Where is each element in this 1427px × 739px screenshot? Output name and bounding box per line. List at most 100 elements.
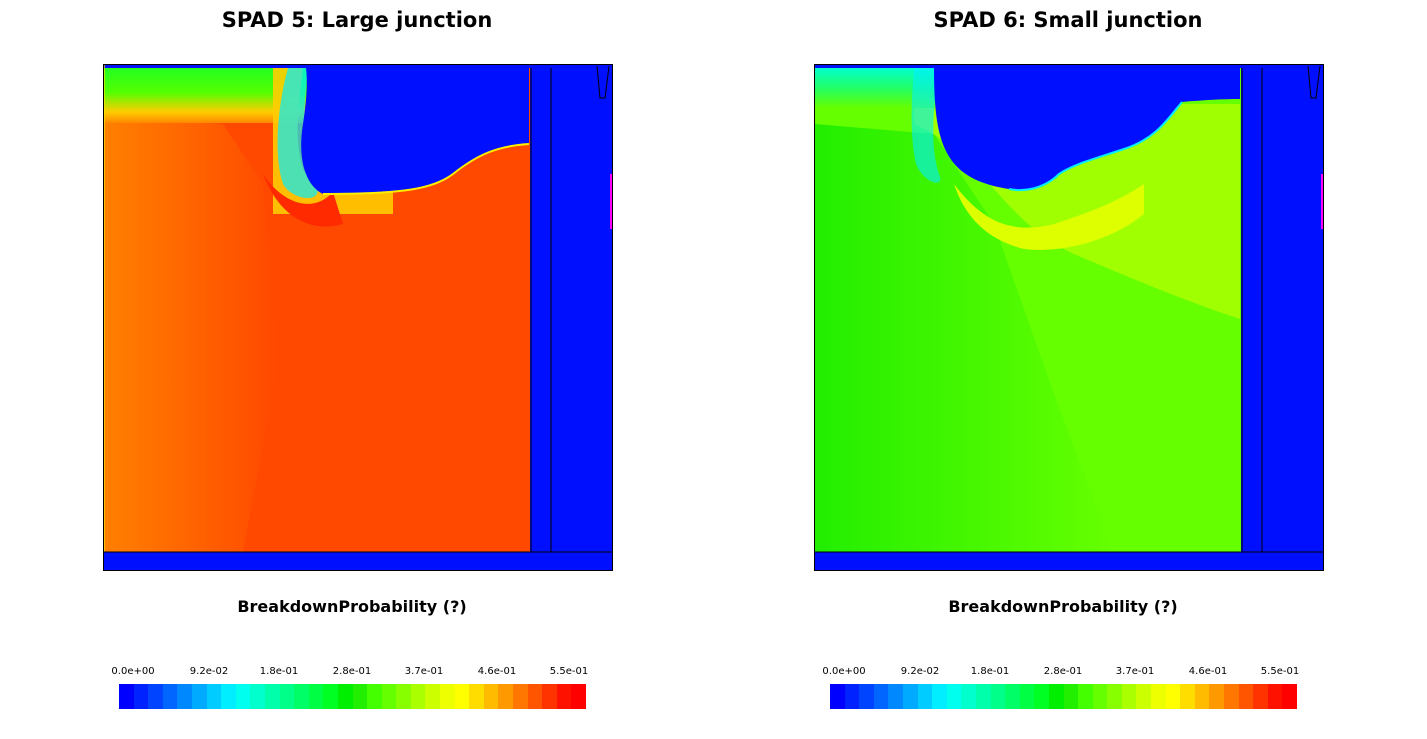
colorbar-swatch [844, 684, 860, 709]
colorbar-swatch [1253, 684, 1268, 709]
colorbar-swatch [1107, 684, 1122, 709]
colorbar-swatch [308, 684, 324, 709]
colorbar-swatch [1224, 684, 1239, 709]
colorbar-swatch [396, 684, 411, 709]
colorbar-tick-label: 2.8e-01 [332, 666, 372, 677]
hot-spot [263, 174, 343, 227]
colorbar-tick-label: 1.8e-01 [259, 666, 299, 677]
plot-border [103, 64, 613, 571]
colorbar-swatch [177, 684, 192, 709]
plot-border [814, 64, 1324, 571]
colorbar-swatch [556, 684, 572, 709]
colorbar-swatch [513, 684, 528, 709]
colorbar-swatch [975, 684, 991, 709]
colorbar-swatch [162, 684, 178, 709]
colorbar-tick-label: 4.6e-01 [477, 666, 517, 677]
colorbar-tick-label: 3.7e-01 [1115, 666, 1155, 677]
colorbar-tick-label: 1.8e-01 [970, 666, 1010, 677]
bottom-layer [814, 552, 1324, 571]
colorbar-swatch [1194, 684, 1210, 709]
colorbar-swatch [932, 684, 947, 709]
colorbar-swatch [191, 684, 207, 709]
panel-spad5: SPAD 5: Large junction [0, 0, 700, 739]
colorbar-swatch [454, 684, 470, 709]
colorbar-swatch [221, 684, 236, 709]
colorbar-swatch [119, 684, 134, 709]
colorbar-swatch [859, 684, 874, 709]
colorbar-swatch [148, 684, 163, 709]
colorbar-swatch [961, 684, 976, 709]
colorbar-swatch [902, 684, 918, 709]
colorbar-swatch [1048, 684, 1064, 709]
colorbar-swatch [1005, 684, 1020, 709]
colorbar: 0.0e+00 9.2e-02 1.8e-01 2.8e-01 3.7e-01 … [111, 666, 589, 710]
colorbar-swatch [1209, 684, 1225, 709]
panel-title: SPAD 5: Large junction [221, 8, 493, 32]
colorbar-swatch [323, 684, 338, 709]
surface-notch [1307, 65, 1321, 99]
colorbar-swatch [1151, 684, 1166, 709]
colorbar-tick-label: 4.6e-01 [1188, 666, 1228, 677]
quantity-label: BreakdownProbability (?) [237, 597, 467, 616]
panel-title: SPAD 6: Small junction [933, 8, 1203, 32]
colorbar-tick-label: 5.5e-01 [1260, 666, 1300, 677]
colorbar-swatch [873, 684, 889, 709]
colorbar-swatch [946, 684, 962, 709]
colorbar-swatch [469, 684, 484, 709]
colorbar-strip [830, 684, 1297, 709]
colorbar-swatch [264, 684, 280, 709]
colorbar-swatch [381, 684, 397, 709]
colorbar-swatch [498, 684, 514, 709]
panel-spad6: SPAD 6: Small junction Breakd [711, 0, 1411, 739]
colorbar-swatch [440, 684, 455, 709]
colorbar-ticks: 0.0e+00 9.2e-02 1.8e-01 2.8e-01 3.7e-01 … [822, 666, 1300, 680]
bottom-layer [103, 552, 613, 571]
colorbar-swatch [235, 684, 251, 709]
junction-edge-cyan [911, 68, 941, 183]
colorbar-tick-label: 5.5e-01 [549, 666, 589, 677]
hot-spot [954, 184, 1144, 250]
colorbar: 0.0e+00 9.2e-02 1.8e-01 2.8e-01 3.7e-01 … [822, 666, 1300, 710]
contact-marker [610, 174, 613, 229]
colorbar-tick-label: 9.2e-02 [900, 666, 940, 677]
colorbar-strip [119, 684, 586, 709]
junction-depletion-region [934, 68, 1240, 191]
colorbar-swatch [250, 684, 265, 709]
colorbar-swatch [1238, 684, 1254, 709]
colorbar-swatch [1019, 684, 1035, 709]
colorbar-swatch [483, 684, 499, 709]
colorbar-swatch [1136, 684, 1152, 709]
colorbar-swatch [1121, 684, 1137, 709]
colorbar-swatch [990, 684, 1006, 709]
junction-boundary [322, 143, 530, 195]
colorbar-swatch [352, 684, 368, 709]
colorbar-swatch [571, 684, 586, 709]
colorbar-swatch [527, 684, 543, 709]
colorbar-swatch [1078, 684, 1093, 709]
colorbar-swatch [1282, 684, 1297, 709]
left-gradient-region [104, 114, 278, 552]
simulation-field-plot [814, 64, 1324, 571]
colorbar-swatch [367, 684, 382, 709]
colorbar-swatch [1034, 684, 1049, 709]
contact-marker [1321, 174, 1324, 229]
colorbar-swatch [279, 684, 295, 709]
colorbar-tick-label: 2.8e-01 [1043, 666, 1083, 677]
simulation-field-plot [103, 64, 613, 571]
colorbar-tick-label: 3.7e-01 [404, 666, 444, 677]
surface-notch [596, 65, 610, 99]
colorbar-swatch [294, 684, 309, 709]
colorbar-swatch [1267, 684, 1283, 709]
colorbar-tick-label: 0.0e+00 [822, 666, 866, 677]
left-gradient-region [815, 124, 1114, 552]
colorbar-swatch [1092, 684, 1108, 709]
colorbar-ticks: 0.0e+00 9.2e-02 1.8e-01 2.8e-01 3.7e-01 … [111, 666, 589, 680]
colorbar-swatch [1165, 684, 1181, 709]
quantity-label: BreakdownProbability (?) [948, 597, 1178, 616]
colorbar-swatch [425, 684, 441, 709]
junction-boundary [1008, 101, 1183, 192]
colorbar-tick-label: 0.0e+00 [111, 666, 155, 677]
colorbar-swatch [133, 684, 149, 709]
colorbar-swatch [410, 684, 426, 709]
junction-depletion-region [301, 68, 529, 194]
